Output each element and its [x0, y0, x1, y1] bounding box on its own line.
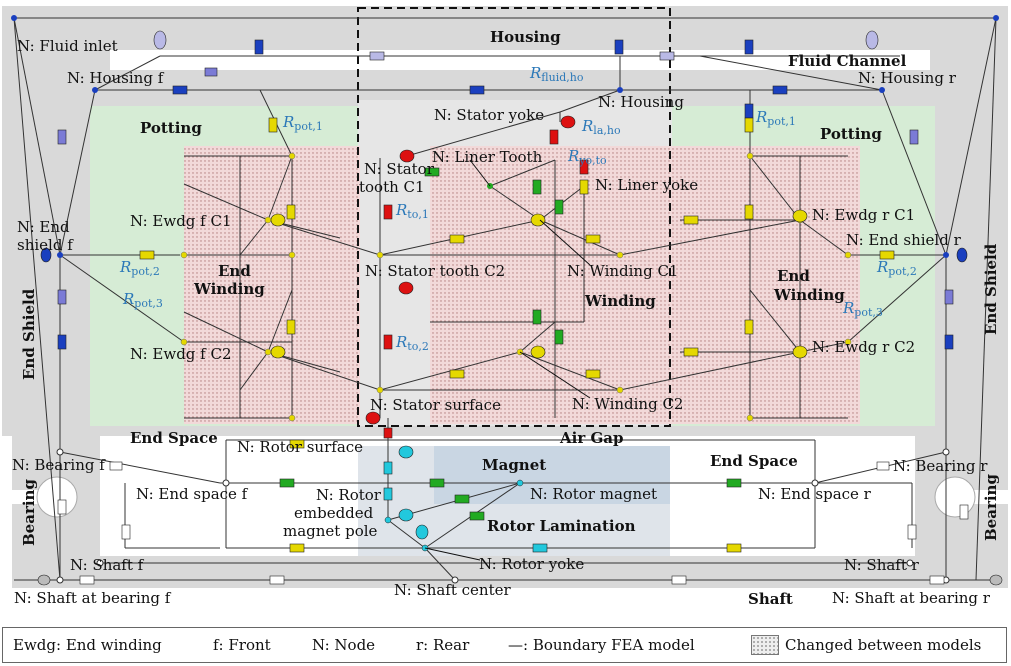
node-ewdg-f-c1: N: Ewdg f C1: [130, 212, 232, 230]
region-housing: Housing: [490, 28, 561, 46]
node-housing: N: Housing: [598, 93, 684, 111]
node-shaft-r: N: Shaft r: [844, 556, 920, 574]
node-ewdg-f-c2: N: Ewdg f C2: [130, 345, 232, 363]
node-winding-c1: N: Winding C1: [567, 262, 678, 280]
region-rotor-lamination: Rotor Lamination: [487, 517, 636, 535]
legend-rear: r: Rear: [416, 636, 470, 654]
node-end-shield-r: N: End shield r: [846, 231, 962, 249]
legend: Ewdg: End winding f: Front N: Node r: Re…: [2, 627, 1007, 663]
node-end-shield-f-2: shield f: [17, 236, 74, 254]
node-stator-tooth-c2: N: Stator tooth C2: [365, 262, 505, 280]
shaft-region: [12, 556, 1008, 588]
res-fluid-ho: Rfluid,ho: [529, 64, 584, 84]
region-potting-r: Potting: [820, 125, 882, 143]
node-shaft-center: N: Shaft center: [394, 581, 511, 599]
node-end-space-r: N: End space r: [758, 485, 872, 503]
res-yo-to: Ryo,to: [567, 147, 607, 167]
node-bearing-f: N: Bearing f: [12, 456, 106, 474]
nodes-cyan: [384, 479, 524, 552]
winding-region: [184, 146, 860, 424]
node-bearing-r: N: Bearing r: [893, 457, 988, 475]
node-winding-c2: N: Winding C2: [572, 395, 683, 413]
node-stator-surface: N: Stator surface: [370, 396, 501, 414]
legend-changed-swatch: [751, 635, 779, 655]
legend-boundary: —: Boundary FEA model: [508, 636, 695, 654]
node-end-space-f: N: End space f: [136, 485, 249, 503]
legend-front: f: Front: [213, 636, 271, 654]
region-bearing-f: Bearing: [20, 479, 38, 546]
resistors: [57, 39, 969, 585]
res-pot-2-f: Rpot,2: [119, 258, 160, 278]
nodes-white: [56, 448, 950, 584]
node-rotor-embedded-2: embedded: [294, 504, 374, 522]
network-lines: [13, 17, 997, 581]
node-shaft-f: N: Shaft f: [70, 556, 145, 574]
region-shaft: Shaft: [748, 590, 793, 608]
region-magnet: Magnet: [482, 456, 546, 474]
region-potting-f: Potting: [140, 119, 202, 137]
region-winding: Winding: [584, 292, 656, 310]
node-shaft-bearing-f: N: Shaft at bearing f: [14, 589, 172, 607]
region-air-gap: Air Gap: [559, 429, 623, 447]
node-liner-yoke: N: Liner yoke: [595, 176, 698, 194]
res-pot-3-r: Rpot,3: [842, 299, 883, 319]
bearing-f-ball: [36, 476, 78, 518]
node-stator-tooth-c1-1: N: Stator: [364, 160, 435, 178]
magnet-region: [434, 446, 670, 504]
nodes-blue: [11, 15, 999, 258]
region-end-space-f: End Space: [130, 429, 218, 447]
node-housing-r: N: Housing r: [858, 69, 957, 87]
node-liner-tooth: N: Liner Tooth: [432, 148, 543, 166]
legend-node: N: Node: [312, 636, 376, 654]
node-end-shield-f-1: N: End: [17, 218, 70, 236]
node-stator-tooth-c1-2: tooth C1: [359, 178, 425, 196]
fea-boundary: [357, 7, 671, 427]
region-end-winding-f-2: Winding: [193, 280, 265, 298]
legend-changed: Changed between models: [785, 636, 982, 654]
node-shaft-bearing-r: N: Shaft at bearing r: [832, 589, 991, 607]
region-fluid-channel: Fluid Channel: [788, 52, 907, 70]
node-ewdg-r-c1: N: Ewdg r C1: [812, 206, 915, 224]
node-rotor-magnet: N: Rotor magnet: [530, 485, 657, 503]
node-ewdg-r-c2: N: Ewdg r C2: [812, 338, 915, 356]
res-pot-1-r: Rpot,1: [755, 108, 796, 128]
region-end-shield-r: End Shield: [982, 243, 1000, 335]
thermal-network-diagram: Housing Fluid Channel Potting Potting En…: [2, 6, 1008, 608]
node-rotor-surface: N: Rotor surface: [237, 438, 363, 456]
res-to-2: Rto,2: [395, 333, 429, 353]
region-end-shield-f: End Shield: [20, 288, 38, 380]
res-la-ho: Rla,ho: [581, 117, 621, 137]
pointer-arrows: [424, 159, 591, 561]
fluid-channel-region: [110, 50, 930, 70]
region-end-space-r: End Space: [710, 452, 798, 470]
region-end-winding-r-2: Winding: [773, 286, 845, 304]
heat-sources: [37, 30, 1003, 586]
legend-ewdg: Ewdg: End winding: [13, 636, 162, 654]
region-end-winding-r-1: End: [777, 267, 810, 285]
res-pot-3-f: Rpot,3: [122, 290, 163, 310]
region-end-winding-f-1: End: [218, 262, 251, 280]
bearing-r-ball: [934, 476, 976, 518]
node-stator-yoke: N: Stator yoke: [434, 106, 544, 124]
node-rotor-embedded-1: N: Rotor: [316, 486, 382, 504]
res-pot-1-f: Rpot,1: [282, 113, 323, 133]
res-to-1: Rto,1: [395, 201, 429, 221]
region-bearing-r: Bearing: [982, 474, 1000, 541]
stator-tooth-region: [360, 146, 430, 424]
res-pot-2-r: Rpot,2: [876, 258, 917, 278]
node-housing-f: N: Housing f: [67, 69, 165, 87]
node-rotor-embedded-3: magnet pole: [283, 522, 378, 540]
node-rotor-yoke: N: Rotor yoke: [479, 555, 584, 573]
node-fluid-inlet: N: Fluid inlet: [17, 37, 118, 55]
